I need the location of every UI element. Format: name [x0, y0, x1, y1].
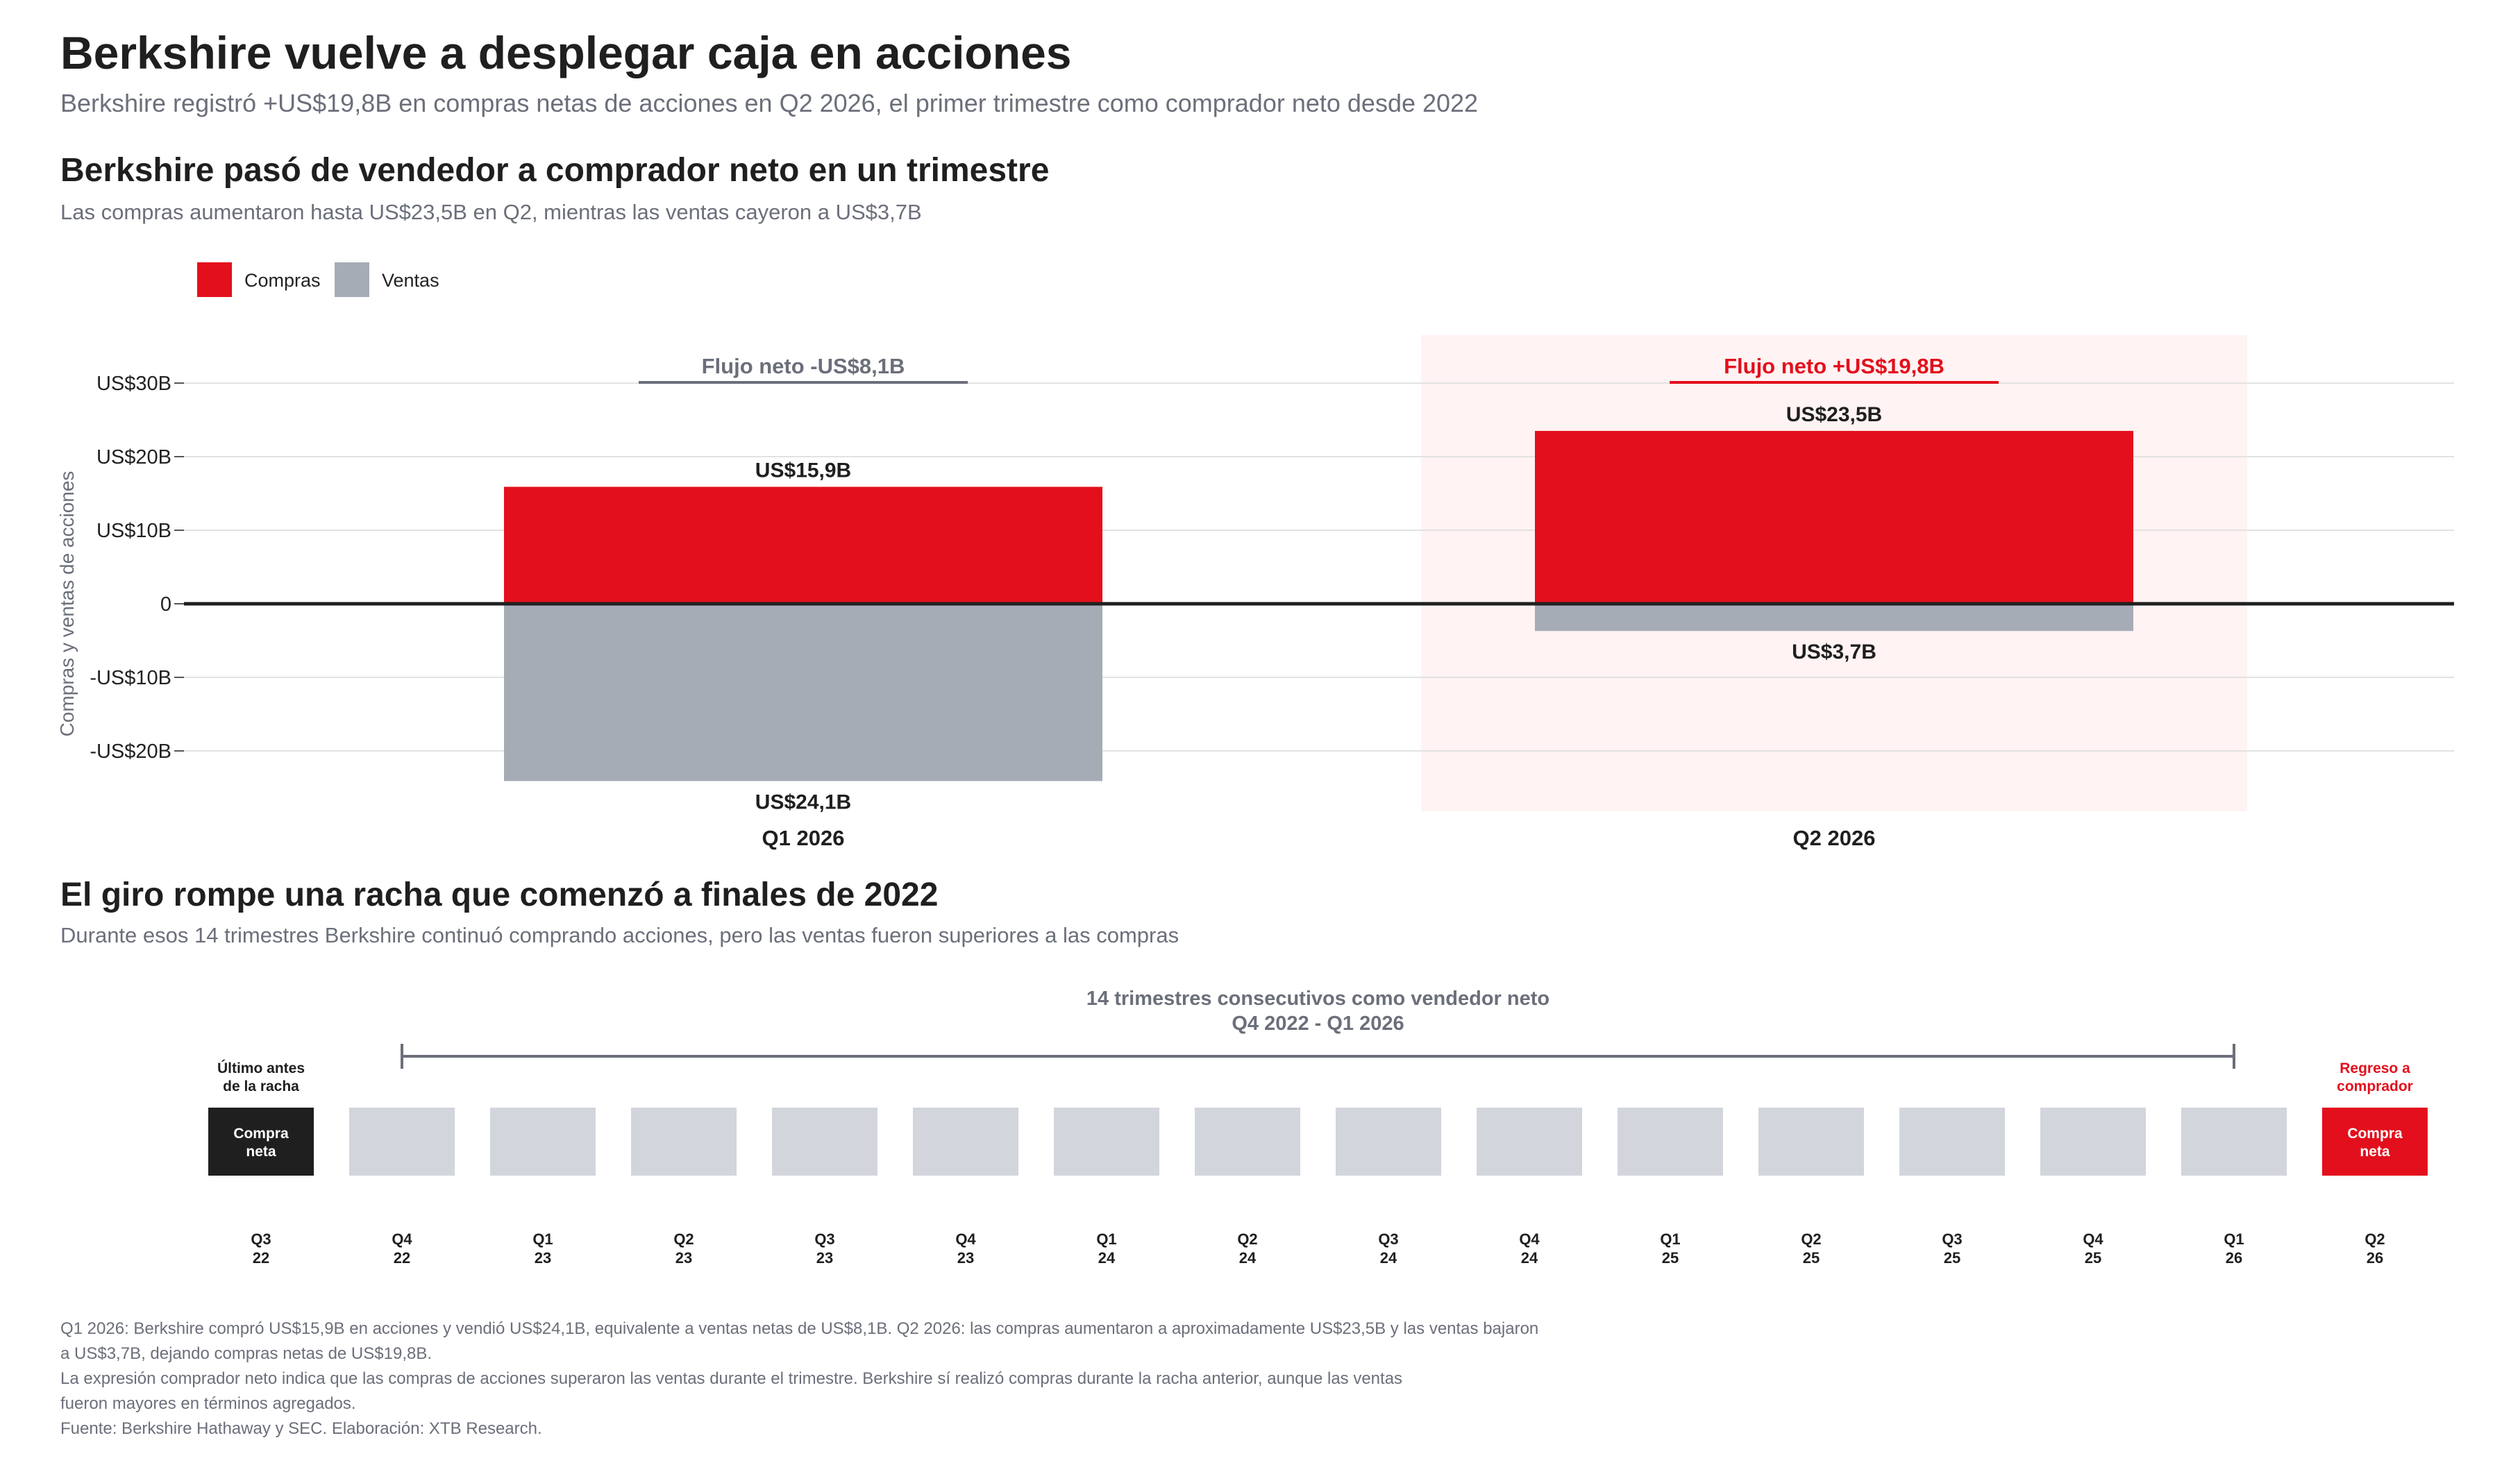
quarter-status-text: neta: [2360, 1144, 2390, 1160]
quarter-label: Q4: [392, 1230, 412, 1248]
note-last-before-streak: de la racha: [223, 1078, 299, 1094]
quarter-label: Q2: [1801, 1230, 1821, 1248]
quarter-box: [1336, 1108, 1441, 1176]
quarter-box: [2040, 1108, 2146, 1176]
chart2-subtitle: Durante esos 14 trimestres Berkshire con…: [60, 923, 1179, 947]
data-label-compras: US$15,9B: [755, 459, 851, 482]
quarter-label: 22: [394, 1249, 410, 1267]
quarter-box: [208, 1108, 314, 1176]
page-subtitle: Berkshire registró +US$19,8B en compras …: [60, 89, 1479, 117]
footer-line: a US$3,7B, dejando compras netas de US$1…: [60, 1344, 432, 1363]
bar-compras: [504, 486, 1102, 604]
quarter-label: Q1: [532, 1230, 553, 1248]
quarter-status-text: Compra: [2347, 1126, 2403, 1142]
data-label-ventas: US$3,7B: [1792, 641, 1876, 663]
quarter-label: Q4: [2083, 1230, 2103, 1248]
quarter-label: 23: [535, 1249, 551, 1267]
quarter-label: 25: [1944, 1249, 1960, 1267]
quarter-box: [772, 1108, 877, 1176]
quarter-label: 24: [1380, 1249, 1397, 1267]
quarter-label: Q2: [673, 1230, 694, 1248]
quarter-label: Q3: [1942, 1230, 1962, 1248]
note-return-to-buyer: comprador: [2337, 1078, 2413, 1094]
quarter-label: Q1: [2224, 1230, 2244, 1248]
quarter-box: [1899, 1108, 2005, 1176]
quarter-label: 24: [1098, 1249, 1116, 1267]
legend-label-ventas: Ventas: [382, 270, 439, 291]
net-flow-label: Flujo neto +US$19,8B: [1724, 354, 1944, 378]
quarter-label: 24: [1239, 1249, 1257, 1267]
quarter-label: Q4: [955, 1230, 976, 1248]
streak-range: Q4 2022 - Q1 2026: [1232, 1013, 1404, 1035]
streak-title: 14 trimestres consecutivos como vendedor…: [1086, 988, 1549, 1010]
legend-swatch-ventas: [335, 262, 369, 297]
quarter-label: Q3: [251, 1230, 271, 1248]
x-category-label: Q2 2026: [1793, 826, 1876, 850]
quarter-label: Q2: [1237, 1230, 1257, 1248]
net-flow-label: Flujo neto -US$8,1B: [702, 354, 905, 378]
quarter-status-text: Compra: [233, 1126, 289, 1142]
quarter-box: [349, 1108, 455, 1176]
data-label-ventas: US$24,1B: [755, 790, 851, 813]
quarter-box: [2322, 1108, 2428, 1176]
quarter-label: Q1: [1660, 1230, 1680, 1248]
quarter-box: [490, 1108, 596, 1176]
quarter-label: 26: [2367, 1249, 2383, 1267]
y-tick-label: 0: [160, 593, 171, 616]
quarter-label: Q3: [814, 1230, 834, 1248]
footer-line: Q1 2026: Berkshire compró US$15,9B en ac…: [60, 1319, 1539, 1338]
chart2-title: El giro rompe una racha que comenzó a fi…: [60, 877, 939, 913]
data-label-compras: US$23,5B: [1786, 403, 1882, 426]
quarter-label: Q3: [1378, 1230, 1398, 1248]
bar-chart: US$30B US$20B US$10B 0 -US$10B -US$20B Compras…: [56, 335, 2454, 850]
x-category-label: Q1 2026: [762, 826, 845, 850]
y-axis-label: Compras y ventas de acciones: [56, 471, 78, 737]
y-tick-label: US$10B: [96, 520, 171, 542]
quarter-label: 25: [2085, 1249, 2101, 1267]
bar-ventas: [504, 604, 1102, 781]
quarter-label: 23: [816, 1249, 833, 1267]
bar-compras: [1535, 430, 2133, 604]
y-tick-label: -US$20B: [90, 740, 171, 763]
legend-swatch-compras: [197, 262, 232, 297]
quarter-status-text: neta: [246, 1144, 276, 1160]
note-return-to-buyer: Regreso a: [2340, 1060, 2410, 1076]
quarter-box: [1195, 1108, 1300, 1176]
legend-label-compras: Compras: [244, 270, 321, 291]
quarter-box: [1758, 1108, 1864, 1176]
quarter-box: [1477, 1108, 1582, 1176]
quarter-label: 24: [1521, 1249, 1538, 1267]
note-last-before-streak: Último antes: [217, 1060, 305, 1076]
footer-line: Fuente: Berkshire Hathaway y SEC. Elabor…: [60, 1419, 542, 1438]
quarter-box: [1054, 1108, 1159, 1176]
quarter-label: Q1: [1096, 1230, 1116, 1248]
footer-line: fueron mayores en términos agregados.: [60, 1394, 356, 1413]
quarter-box: [631, 1108, 737, 1176]
y-tick-label: US$20B: [96, 446, 171, 468]
quarter-label: 26: [2226, 1249, 2242, 1267]
quarter-box: [1618, 1108, 1723, 1176]
y-tick-label: -US$10B: [90, 667, 171, 689]
quarter-box: [2181, 1108, 2287, 1176]
quarter-label: Q2: [2364, 1230, 2385, 1248]
quarter-box: [913, 1108, 1018, 1176]
bar-ventas: [1535, 604, 2133, 632]
quarter-label: 22: [253, 1249, 269, 1267]
quarter-label: Q4: [1519, 1230, 1540, 1248]
quarter-label: 23: [675, 1249, 692, 1267]
footer-line: La expresión comprador neto indica que l…: [60, 1369, 1403, 1388]
chart1-title: Berkshire pasó de vendedor a comprador n…: [60, 152, 1050, 189]
page-title: Berkshire vuelve a desplegar caja en acc…: [60, 27, 1072, 78]
y-tick-label: US$30B: [96, 373, 171, 395]
chart1-subtitle: Las compras aumentaron hasta US$23,5B en…: [60, 200, 922, 224]
quarter-label: 25: [1803, 1249, 1820, 1267]
quarter-label: 25: [1662, 1249, 1679, 1267]
quarter-label: 23: [957, 1249, 974, 1267]
